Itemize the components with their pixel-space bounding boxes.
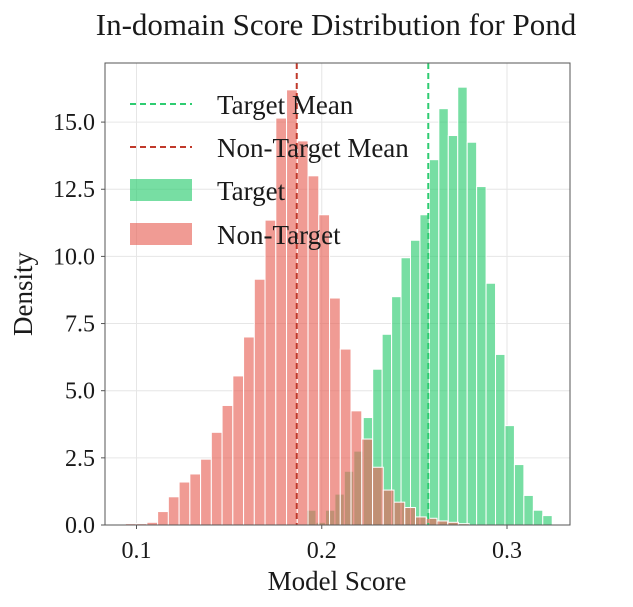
non-target-bar bbox=[436, 520, 449, 526]
target-bar bbox=[428, 159, 440, 526]
non-target-bar bbox=[200, 458, 212, 526]
non-target-bar bbox=[167, 496, 180, 526]
non-target-bar bbox=[232, 375, 245, 526]
x-tick-label: 0.3 bbox=[492, 538, 522, 564]
legend-label: Target bbox=[217, 176, 286, 206]
non-target-bar bbox=[189, 473, 202, 526]
target-bar bbox=[523, 494, 534, 526]
non-target-bar bbox=[339, 348, 352, 526]
target-bar bbox=[495, 353, 506, 526]
target-bar bbox=[457, 86, 468, 526]
non-target-bar bbox=[382, 489, 395, 526]
plot-frame bbox=[104, 62, 571, 526]
target-bar bbox=[513, 464, 525, 526]
chart-title: In-domain Score Distribution for Pond bbox=[96, 7, 577, 42]
y-tick-label: 5.0 bbox=[65, 379, 95, 405]
y-tick-label: 15.0 bbox=[53, 110, 95, 136]
non-target-bar bbox=[264, 219, 277, 526]
non-target-bar bbox=[318, 214, 331, 526]
x-axis-label: Model Score bbox=[268, 566, 407, 596]
histogram-bars bbox=[124, 86, 553, 526]
non-target-bar bbox=[361, 438, 374, 526]
x-tick-label: 0.1 bbox=[121, 538, 151, 564]
target-bar bbox=[466, 141, 478, 526]
x-tick-label: 0.2 bbox=[307, 538, 337, 564]
y-tick-label: 2.5 bbox=[65, 446, 95, 472]
y-tick-label: 10.0 bbox=[53, 244, 95, 270]
target-bar bbox=[400, 257, 411, 526]
target-bar bbox=[504, 425, 515, 526]
y-tick-label: 12.5 bbox=[53, 177, 95, 203]
y-tick-label: 0.0 bbox=[65, 513, 95, 539]
non-target-bar bbox=[350, 410, 363, 526]
non-target-bar bbox=[210, 431, 223, 526]
non-target-bar bbox=[178, 481, 191, 526]
legend-swatch-patch bbox=[130, 179, 192, 201]
legend-label: Target Mean bbox=[217, 90, 354, 120]
non-target-bar bbox=[372, 466, 384, 526]
y-axis-ticks: 0.0 2.5 5.0 7.5 10.0 12.5 15.0 bbox=[53, 110, 105, 539]
x-axis-ticks: 0.1 0.2 0.3 bbox=[121, 525, 522, 564]
target-bar bbox=[485, 282, 497, 526]
non-target-bar bbox=[414, 516, 427, 526]
target-bar bbox=[476, 186, 487, 526]
legend: Target Mean Non-Target Mean Target Non-Targ… bbox=[130, 90, 409, 250]
non-target-bar bbox=[243, 336, 255, 526]
non-target-bar bbox=[157, 511, 169, 526]
y-tick-label: 7.5 bbox=[65, 312, 95, 338]
target-bar bbox=[409, 239, 421, 526]
target-bar bbox=[532, 509, 544, 526]
legend-label: Non-Target Mean bbox=[217, 133, 409, 163]
legend-swatch-patch bbox=[130, 223, 192, 245]
non-target-bar bbox=[253, 278, 266, 526]
non-target-bar bbox=[296, 140, 309, 526]
non-target-bar bbox=[393, 501, 406, 526]
legend-label: Non-Target bbox=[217, 220, 341, 250]
y-axis-label: Density bbox=[8, 252, 38, 336]
non-target-bar bbox=[329, 297, 341, 526]
non-target-bar bbox=[404, 507, 416, 526]
mean-lines bbox=[295, 63, 430, 525]
target-bar bbox=[438, 108, 449, 526]
target-bar bbox=[447, 135, 459, 526]
non-target-bar bbox=[221, 404, 234, 526]
target-bar bbox=[542, 515, 553, 526]
